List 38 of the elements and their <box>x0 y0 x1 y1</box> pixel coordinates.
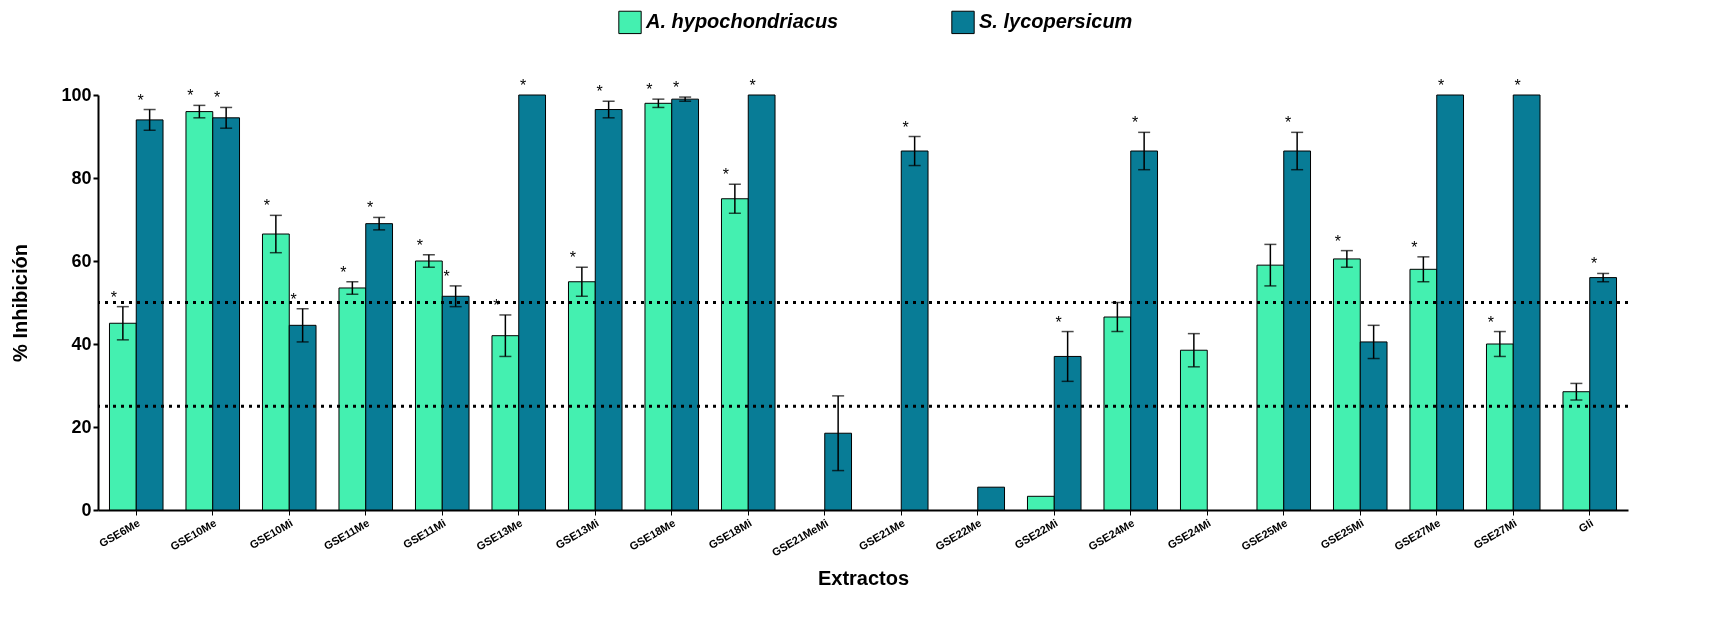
annotation: * <box>1055 313 1062 331</box>
annotation: * <box>340 263 347 281</box>
y-tick-label: 20 <box>71 416 92 437</box>
annotation: * <box>1285 114 1292 132</box>
annotation: * <box>1132 114 1139 132</box>
annotation: * <box>902 118 909 136</box>
annotation: * <box>443 267 450 285</box>
y-tick-label: 40 <box>71 333 92 354</box>
annotation: * <box>749 77 756 94</box>
annotation: * <box>1411 238 1418 256</box>
annotation: * <box>1438 77 1445 94</box>
annotation: * <box>1487 313 1494 331</box>
legend-label: A. hypochondriacus <box>645 10 839 33</box>
legend-label: S. lycopersicum <box>979 10 1133 33</box>
annotation: * <box>137 91 144 109</box>
y-tick-label: 80 <box>71 167 92 188</box>
annotation: * <box>1514 77 1521 94</box>
annotation: * <box>722 166 729 184</box>
y-tick-label: 60 <box>71 250 92 271</box>
annotation: * <box>290 290 297 308</box>
annotation: * <box>596 83 603 101</box>
annotation: * <box>263 197 270 215</box>
annotation: * <box>673 79 680 97</box>
annotation: * <box>416 236 423 254</box>
annotation: * <box>367 199 374 217</box>
y-tick-label: 100 <box>61 84 92 105</box>
annotation: * <box>520 77 527 94</box>
annotation: * <box>646 81 653 99</box>
annotation: * <box>1591 255 1598 273</box>
x-tick-label: Gli <box>1576 516 1596 535</box>
y-tick-label: 0 <box>81 499 92 520</box>
x-axis-title: Extractos <box>817 566 910 589</box>
y-axis-title: % Inhibición <box>9 244 32 362</box>
annotation: * <box>214 89 221 107</box>
annotation: * <box>187 87 194 105</box>
annotation: * <box>1334 232 1341 250</box>
annotation: * <box>569 249 576 267</box>
annotation: * <box>110 288 117 306</box>
